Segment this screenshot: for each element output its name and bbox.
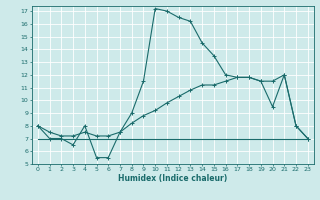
X-axis label: Humidex (Indice chaleur): Humidex (Indice chaleur) xyxy=(118,174,228,183)
